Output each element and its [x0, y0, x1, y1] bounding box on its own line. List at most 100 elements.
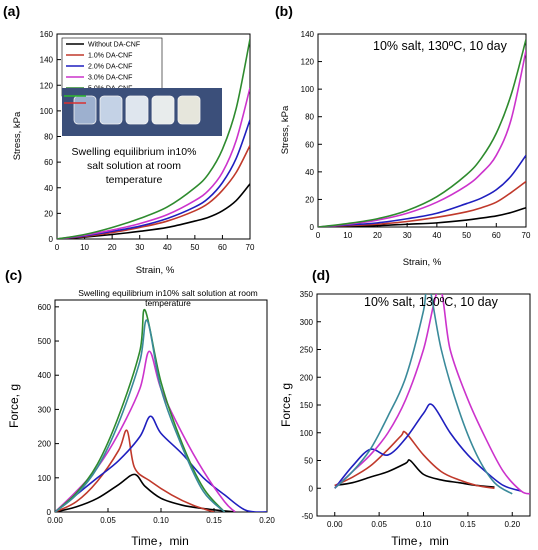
sample-jar — [177, 95, 201, 125]
x-tick-label: 0.15 — [206, 516, 222, 525]
y-tick-label: 300 — [38, 405, 52, 414]
series-line — [318, 154, 526, 227]
y-tick-label: 120 — [301, 58, 315, 67]
x-tick-label: 40 — [432, 231, 441, 240]
x-tick-label: 0.05 — [100, 516, 116, 525]
y-tick-label: 120 — [40, 81, 54, 90]
series-line — [55, 319, 226, 512]
x-tick-label: 0.20 — [259, 516, 275, 525]
annotation-line: temperature — [106, 174, 163, 186]
x-tick-label: 0.20 — [504, 520, 520, 529]
series-line — [334, 294, 513, 495]
x-tick-label: 0.10 — [153, 516, 169, 525]
sample-jar — [151, 95, 175, 125]
y-tick-label: 140 — [301, 30, 315, 39]
series-line — [55, 309, 226, 512]
x-tick-label: 0.00 — [327, 520, 343, 529]
x-tick-label: 70 — [522, 231, 531, 240]
y-tick-label: 80 — [44, 133, 53, 142]
x-tick-label: 20 — [108, 243, 117, 252]
x-tick-label: 0.15 — [460, 520, 476, 529]
y-tick-label: 20 — [305, 195, 314, 204]
y-tick-label: 300 — [300, 318, 314, 327]
y-axis-label: Stress, kPa — [12, 111, 23, 160]
legend-entry: 1.0% DA-CNF — [88, 53, 132, 60]
y-tick-label: 100 — [301, 85, 315, 94]
x-tick-label: 0 — [55, 243, 60, 252]
y-tick-label: 0 — [310, 223, 315, 232]
x-tick-label: 0.10 — [416, 520, 432, 529]
chart-panel-4: (d) 0.00 0.05 0.10 0.15 0.20 -50 0 50 100 150 200 25… — [279, 267, 531, 548]
annotation-line: Swelling equilibrium in10% — [72, 146, 197, 158]
x-tick-label: 50 — [462, 231, 471, 240]
y-tick-label: 600 — [38, 303, 52, 312]
y-tick-label: 350 — [300, 290, 314, 299]
series-line — [57, 145, 250, 239]
legend-box — [61, 37, 163, 97]
series-line — [55, 473, 236, 512]
x-tick-label: 70 — [246, 243, 255, 252]
x-tick-label: 30 — [135, 243, 144, 252]
series-line — [57, 183, 250, 239]
annotation: 10% salt, 130ºC, 10 day — [364, 295, 499, 309]
y-tick-label: 160 — [40, 30, 54, 39]
x-tick-label: 40 — [163, 243, 172, 252]
plot-frame — [317, 33, 527, 228]
series-line — [334, 403, 522, 492]
panel-label: (a) — [3, 3, 20, 19]
chart-panel-3: (c) 0.00 0.05 0.10 0.15 0.20 0 100 200 300 400 500 6… — [5, 267, 275, 548]
y-tick-label: 60 — [44, 158, 53, 167]
y-tick-label: 100 — [38, 474, 52, 483]
panel-label: (c) — [5, 267, 22, 283]
annotation-line: Swelling equilibrium in10% salt solution… — [78, 288, 258, 298]
panel-label: (b) — [275, 3, 293, 19]
x-tick-label: 30 — [403, 231, 412, 240]
y-tick-label: 0 — [49, 235, 54, 244]
x-tick-label: 0 — [316, 231, 321, 240]
y-tick-label: 0 — [309, 484, 314, 493]
series-line — [57, 119, 250, 239]
annotation-line: temperature — [145, 298, 191, 308]
legend-entry: 2.0% DA-CNF — [88, 64, 132, 71]
x-tick-label: 0.05 — [371, 520, 387, 529]
x-axis-label: Strain, % — [403, 257, 442, 268]
y-tick-label: 60 — [305, 140, 314, 149]
x-axis-label: Strain, % — [136, 265, 175, 276]
series-line — [334, 430, 495, 490]
series-line — [55, 415, 267, 512]
y-tick-label: 80 — [305, 113, 314, 122]
y-tick-label: 200 — [38, 440, 52, 449]
x-tick-label: 50 — [190, 243, 199, 252]
x-axis-label: Time，min — [391, 534, 449, 548]
x-tick-label: 10 — [80, 243, 89, 252]
x-axis-label: Time，min — [131, 534, 189, 548]
inset-photo — [62, 88, 222, 136]
series-line — [318, 50, 526, 227]
y-tick-label: 100 — [40, 107, 54, 116]
y-tick-label: 500 — [38, 337, 52, 346]
legend-entry: 3.0% DA-CNF — [88, 75, 132, 82]
y-tick-label: 20 — [44, 209, 53, 218]
series-line — [334, 459, 495, 488]
y-tick-label: 200 — [300, 373, 314, 382]
series-line — [334, 294, 530, 495]
y-tick-label: 140 — [40, 56, 54, 65]
series-line — [57, 87, 250, 239]
y-tick-label: 40 — [305, 168, 314, 177]
y-tick-label: 40 — [44, 184, 53, 193]
y-axis-label: Force, g — [7, 384, 21, 428]
x-tick-label: 0.00 — [47, 516, 63, 525]
y-tick-label: 0 — [47, 508, 52, 517]
chart-panel-2: (b) 0 10 20 30 40 50 60 70 0 20 40 60 80 100 120 140 Stra… — [275, 3, 531, 268]
y-tick-label: 250 — [300, 346, 314, 355]
chart-panel-1: (a) 0 10 20 30 40 50 60 70 0 20 40 60 80 100 120 140 160 S… — [3, 3, 255, 276]
y-tick-label: 150 — [300, 401, 314, 410]
y-tick-label: -50 — [301, 512, 313, 521]
series-line — [318, 180, 526, 227]
sample-jar — [125, 95, 149, 125]
y-tick-label: 50 — [304, 457, 313, 466]
series-line — [318, 206, 526, 227]
x-tick-label: 10 — [343, 231, 352, 240]
sample-jar — [73, 95, 97, 125]
